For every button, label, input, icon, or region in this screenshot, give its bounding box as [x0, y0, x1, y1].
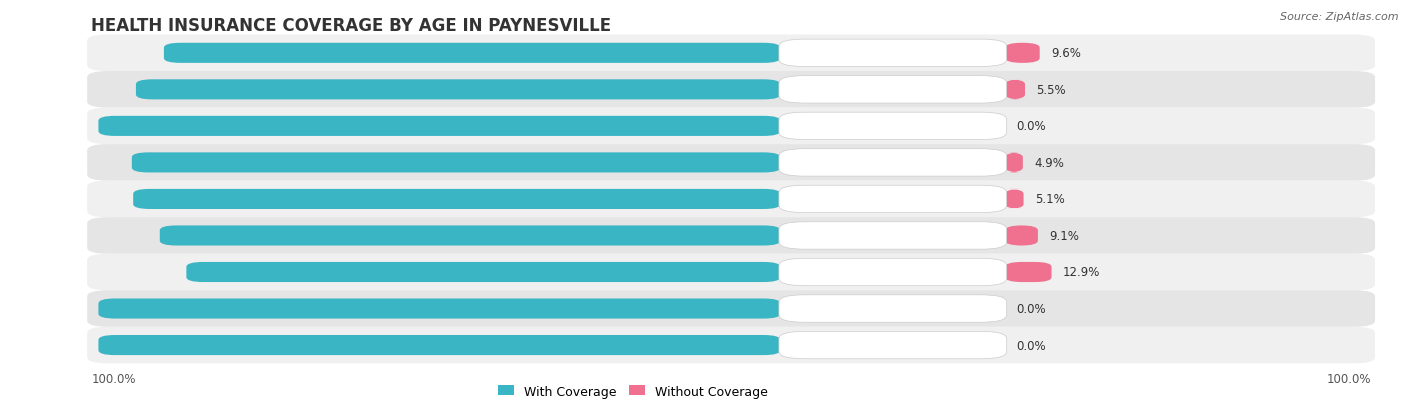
Text: 45 to 54 Years: 45 to 54 Years: [848, 229, 938, 242]
Text: 0.0%: 0.0%: [1017, 339, 1046, 352]
Text: 100.0%: 100.0%: [91, 372, 136, 385]
Text: 4.9%: 4.9%: [1033, 157, 1064, 169]
Text: 5.5%: 5.5%: [1036, 84, 1066, 97]
Text: 95.1%: 95.1%: [143, 157, 184, 169]
Legend: With Coverage, Without Coverage: With Coverage, Without Coverage: [492, 380, 773, 403]
Text: 12.9%: 12.9%: [1063, 266, 1099, 279]
Text: Under 6 Years: Under 6 Years: [849, 47, 936, 60]
Text: 91.0%: 91.0%: [172, 229, 212, 242]
Text: 5.1%: 5.1%: [1035, 193, 1064, 206]
Text: 55 to 64 Years: 55 to 64 Years: [848, 266, 938, 279]
Text: 90.4%: 90.4%: [176, 47, 217, 60]
Text: 26 to 34 Years: 26 to 34 Years: [848, 157, 938, 169]
Text: 65 to 74 Years: 65 to 74 Years: [848, 302, 938, 315]
Text: 35 to 44 Years: 35 to 44 Years: [848, 193, 938, 206]
Text: 0.0%: 0.0%: [1017, 302, 1046, 315]
Text: 100.0%: 100.0%: [110, 302, 159, 315]
Text: 87.1%: 87.1%: [198, 266, 239, 279]
Text: 94.9%: 94.9%: [145, 193, 186, 206]
Text: HEALTH INSURANCE COVERAGE BY AGE IN PAYNESVILLE: HEALTH INSURANCE COVERAGE BY AGE IN PAYN…: [91, 17, 612, 34]
Text: 100.0%: 100.0%: [110, 120, 159, 133]
Text: 0.0%: 0.0%: [1017, 120, 1046, 133]
Text: 19 to 25 Years: 19 to 25 Years: [848, 120, 938, 133]
Text: 75 Years and older: 75 Years and older: [834, 339, 952, 352]
Text: 94.5%: 94.5%: [148, 84, 188, 97]
Text: 9.1%: 9.1%: [1049, 229, 1078, 242]
Text: 6 to 18 Years: 6 to 18 Years: [852, 84, 934, 97]
Text: Source: ZipAtlas.com: Source: ZipAtlas.com: [1281, 12, 1399, 22]
Text: 100.0%: 100.0%: [1326, 372, 1371, 385]
Text: 9.6%: 9.6%: [1050, 47, 1081, 60]
Text: 100.0%: 100.0%: [110, 339, 159, 352]
